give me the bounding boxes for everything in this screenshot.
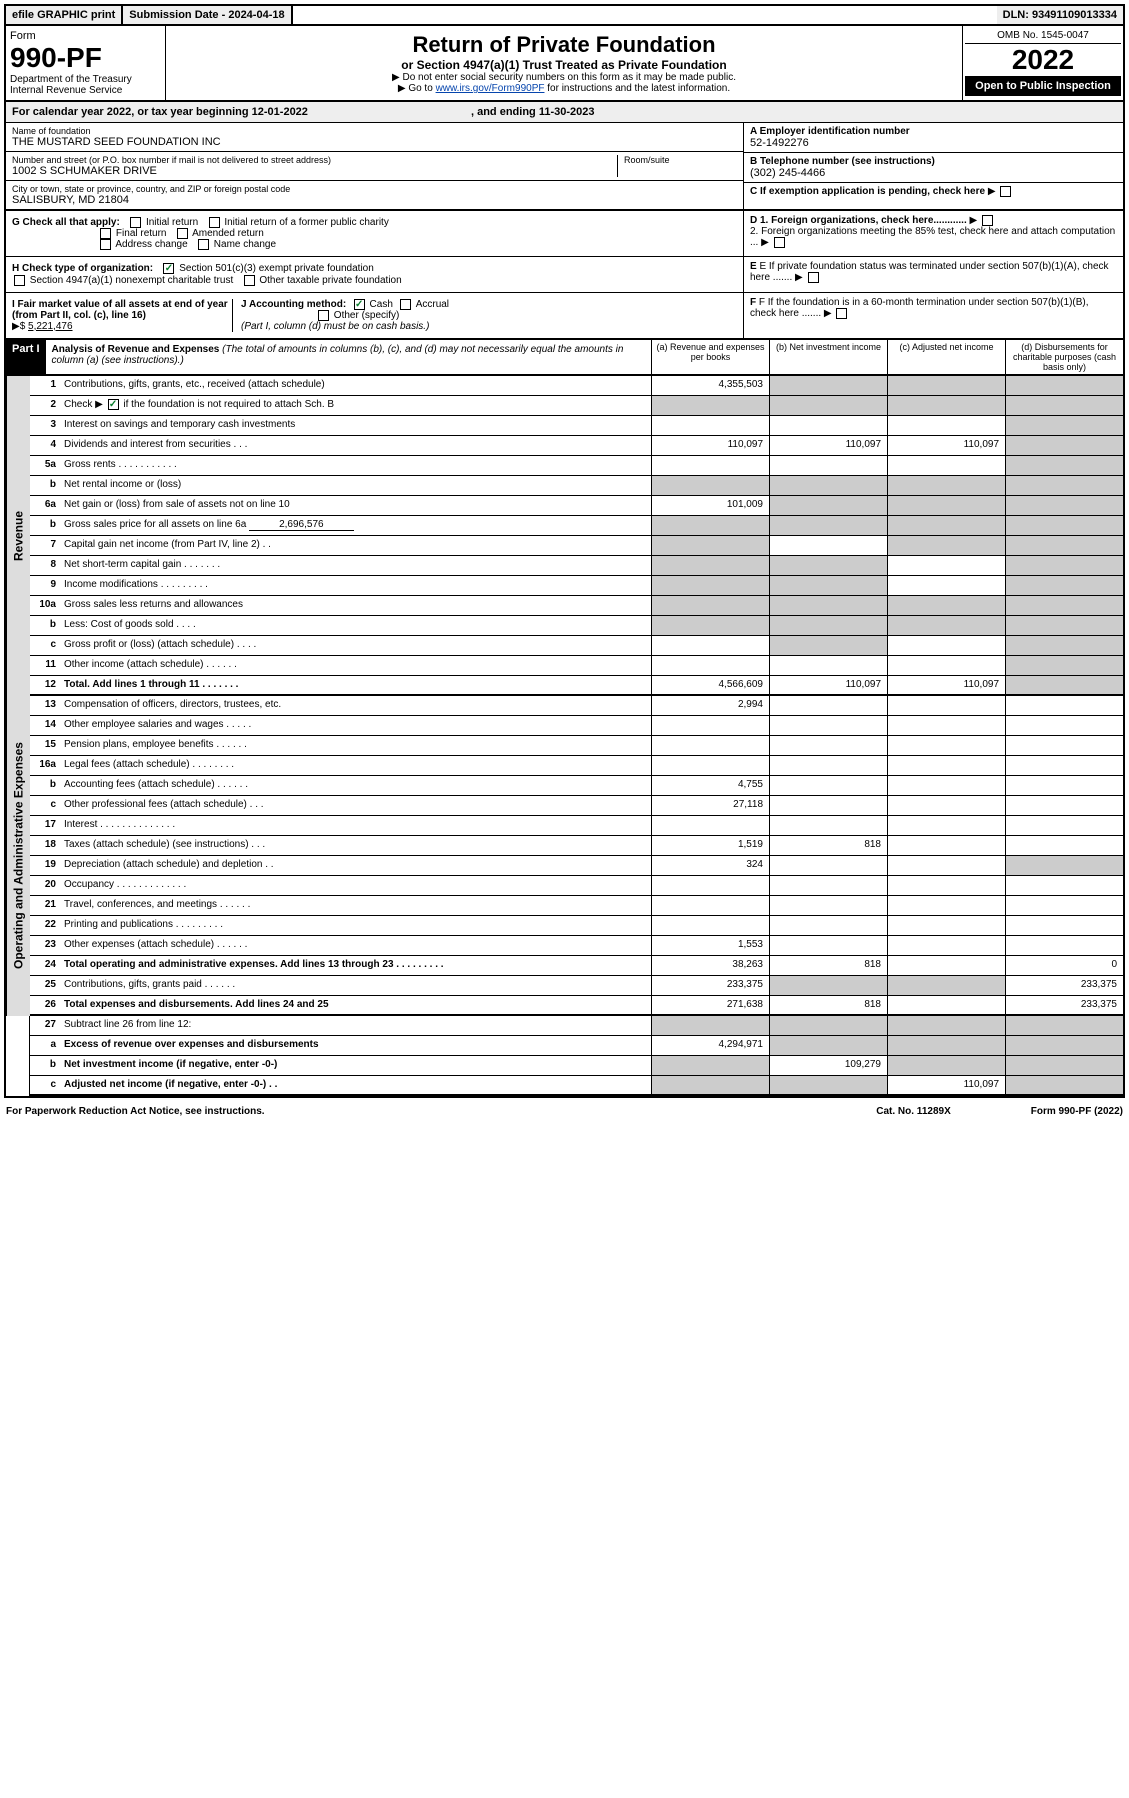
checks-row-h: H Check type of organization: Section 50… — [6, 257, 1123, 292]
checkbox-d2[interactable] — [774, 237, 785, 248]
d1-row: D 1. Foreign organizations, check here..… — [750, 215, 1117, 226]
part1-header: Part I Analysis of Revenue and Expenses … — [6, 340, 1123, 376]
part1-tag: Part I — [6, 340, 46, 374]
foundation-name-cell: Name of foundation THE MUSTARD SEED FOUN… — [6, 123, 743, 152]
fmv-value: 5,221,476 — [28, 321, 73, 332]
form-label: Form — [10, 30, 161, 42]
checks-row-g: G Check all that apply: Initial return I… — [6, 211, 1123, 257]
city-cell: City or town, state or province, country… — [6, 181, 743, 209]
f-row: F F If the foundation is in a 60-month t… — [750, 297, 1117, 319]
expenses-label: Operating and Administrative Expenses — [6, 696, 30, 1016]
form-note1: ▶ Do not enter social security numbers o… — [172, 72, 956, 83]
checks-row-ij: I Fair market value of all assets at end… — [6, 293, 1123, 340]
checkbox-name[interactable] — [198, 239, 209, 250]
d2-row: 2. Foreign organizations meeting the 85%… — [750, 226, 1117, 248]
checkbox-schb[interactable] — [108, 399, 119, 410]
checkbox-other-method[interactable] — [318, 310, 329, 321]
ein-cell: A Employer identification number 52-1492… — [744, 123, 1123, 153]
top-bar: efile GRAPHIC print Submission Date - 20… — [6, 6, 1123, 26]
irs-link[interactable]: www.irs.gov/Form990PF — [436, 83, 545, 94]
form-header: Form 990-PF Department of the Treasury I… — [6, 26, 1123, 102]
dln: DLN: 93491109013334 — [997, 6, 1123, 24]
col-a-hdr: (a) Revenue and expenses per books — [651, 340, 769, 374]
calendar-year-row: For calendar year 2022, or tax year begi… — [6, 102, 1123, 123]
checkbox-accrual[interactable] — [400, 299, 411, 310]
form-number: 990-PF — [10, 42, 161, 74]
checkbox-4947[interactable] — [14, 275, 25, 286]
col-c-hdr: (c) Adjusted net income — [887, 340, 1005, 374]
pra-notice: For Paperwork Reduction Act Notice, see … — [6, 1106, 265, 1117]
checkbox-initial-pc[interactable] — [209, 217, 220, 228]
form-title: Return of Private Foundation — [172, 32, 956, 58]
expenses-section: Operating and Administrative Expenses 13… — [6, 696, 1123, 1016]
form-ref: Form 990-PF (2022) — [1031, 1106, 1123, 1117]
header-right: OMB No. 1545-0047 2022 Open to Public In… — [963, 26, 1123, 100]
form-container: efile GRAPHIC print Submission Date - 20… — [4, 4, 1125, 1098]
checkbox-e[interactable] — [808, 272, 819, 283]
checkbox-addr[interactable] — [100, 239, 111, 250]
identity-block: Name of foundation THE MUSTARD SEED FOUN… — [6, 123, 1123, 211]
subtract-section: 27Subtract line 26 from line 12: aExcess… — [6, 1016, 1123, 1096]
checkbox-501c3[interactable] — [163, 263, 174, 274]
checkbox-c[interactable] — [1000, 186, 1011, 197]
header-mid: Return of Private Foundation or Section … — [166, 26, 963, 100]
tax-year: 2022 — [965, 44, 1121, 76]
e-row: E E If private foundation status was ter… — [750, 261, 1117, 283]
revenue-label: Revenue — [6, 376, 30, 696]
checkbox-cash[interactable] — [354, 299, 365, 310]
col-d-hdr: (d) Disbursements for charitable purpose… — [1005, 340, 1123, 374]
checkbox-d1[interactable] — [982, 215, 993, 226]
checkbox-final[interactable] — [100, 228, 111, 239]
form-subtitle: or Section 4947(a)(1) Trust Treated as P… — [172, 58, 956, 72]
col-b-hdr: (b) Net investment income — [769, 340, 887, 374]
checkbox-f[interactable] — [836, 308, 847, 319]
efile-badge: efile GRAPHIC print — [6, 6, 123, 24]
cat-number: Cat. No. 11289X — [876, 1106, 950, 1117]
header-left: Form 990-PF Department of the Treasury I… — [6, 26, 166, 100]
dept-label: Department of the Treasury — [10, 74, 161, 85]
page-footer: For Paperwork Reduction Act Notice, see … — [0, 1102, 1129, 1121]
phone-cell: B Telephone number (see instructions) (3… — [744, 153, 1123, 183]
irs-label: Internal Revenue Service — [10, 85, 161, 96]
exemption-pending: C If exemption application is pending, c… — [744, 183, 1123, 200]
checkbox-initial[interactable] — [130, 217, 141, 228]
omb-number: OMB No. 1545-0047 — [965, 28, 1121, 44]
checkbox-amended[interactable] — [177, 228, 188, 239]
form-note2: ▶ Go to www.irs.gov/Form990PF for instru… — [172, 83, 956, 94]
submission-date: Submission Date - 2024-04-18 — [123, 6, 292, 24]
checkbox-other-tax[interactable] — [244, 275, 255, 286]
revenue-section: Revenue 1Contributions, gifts, grants, e… — [6, 376, 1123, 696]
address-cell: Number and street (or P.O. box number if… — [6, 152, 743, 181]
open-inspection: Open to Public Inspection — [965, 76, 1121, 96]
